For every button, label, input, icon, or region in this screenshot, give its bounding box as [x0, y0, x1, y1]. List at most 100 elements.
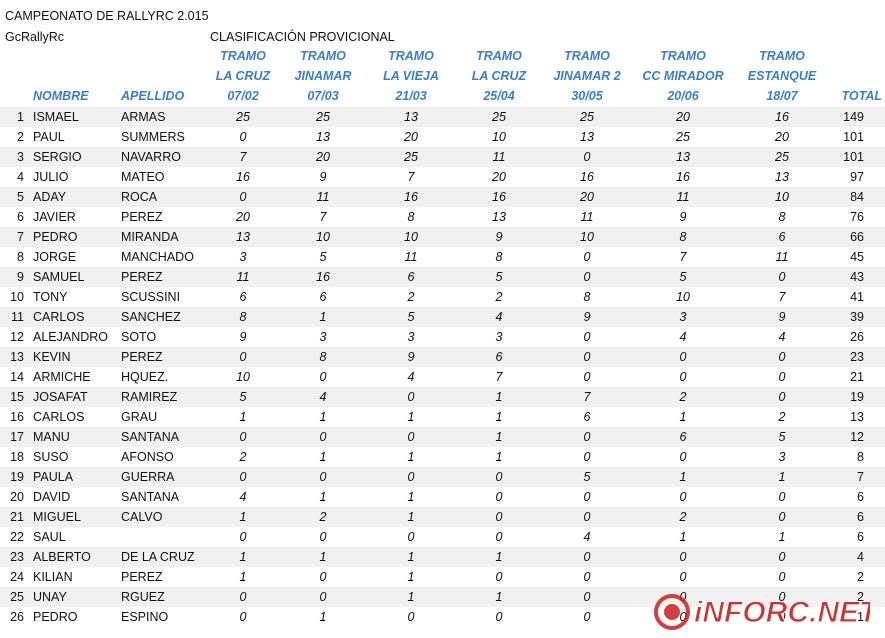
stage-score-cell: 3 [495, 330, 503, 344]
total-points-cell: 101 [843, 150, 864, 164]
total-points-cell: 45 [850, 250, 864, 264]
stage-score-cell: 11 [580, 210, 594, 224]
stage-score-cell: 20 [236, 210, 250, 224]
stage-score-cell: 3 [679, 310, 687, 324]
stage-score-cell: 1 [319, 490, 327, 504]
position-cell: 6 [17, 210, 24, 224]
table-row: 24 KILIAN PEREZ 1 0 1 0 0 0 0 2 [0, 567, 885, 587]
stage-header-line: TRAMO [388, 49, 434, 63]
stage-score-cell: 1 [239, 510, 247, 524]
stage-score-cell: 0 [778, 570, 786, 584]
stage-score-cell: 1 [407, 450, 415, 464]
stage-score-cell: 6 [319, 290, 327, 304]
stage-header-line: TRAMO [564, 49, 610, 63]
stage-score-cell: 0 [319, 370, 327, 384]
column-header-total-label: TOTAL [841, 89, 882, 103]
stage-score-cell: 10 [580, 230, 594, 244]
stage-score-cell: 9 [407, 350, 415, 364]
total-points-cell: 97 [850, 170, 864, 184]
stage-score-cell: 0 [239, 190, 247, 204]
position-cell: 19 [10, 470, 24, 484]
stage-score-cell: 8 [679, 230, 687, 244]
column-header-nombre-label: NOMBRE [33, 89, 89, 103]
table-row: 1 ISMAEL ARMAS 25 25 13 25 25 20 16 149 [0, 107, 885, 127]
stage-score-cell: 8 [583, 290, 591, 304]
total-points-cell: 7 [857, 470, 864, 484]
stage-score-cell: 6 [679, 430, 687, 444]
stage-score-cell: 16 [775, 110, 789, 124]
driver-surname-cell: GRAU [121, 410, 158, 424]
stage-score-cell: 0 [583, 350, 591, 364]
driver-surname-cell: PEREZ [121, 270, 163, 284]
stage-score-cell: 4 [495, 310, 503, 324]
stage-score-cell: 1 [778, 470, 786, 484]
stage-header-line: LA CRUZ [215, 69, 271, 83]
stage-score-cell: 0 [319, 570, 327, 584]
table-row: 18 SUSO AFONSO 2 1 1 1 0 0 3 8 [0, 447, 885, 467]
page-title: CAMPEONATO DE RALLYRC 2.015 [5, 9, 209, 23]
position-cell: 18 [10, 450, 24, 464]
stage-score-cell: 4 [239, 490, 247, 504]
driver-surname-cell: PEREZ [121, 570, 163, 584]
stage-score-cell: 7 [239, 150, 247, 164]
total-points-cell: 6 [857, 490, 864, 504]
stage-score-cell: 5 [583, 470, 591, 484]
stage-score-cell: 0 [495, 610, 503, 624]
stage-score-cell: 1 [495, 390, 503, 404]
stage-header-line: TRAMO [220, 49, 266, 63]
stage-score-cell: 11 [236, 270, 250, 284]
column-header-stage-2: TRAMO JINAMAR 07/03 [273, 48, 373, 106]
stage-score-cell: 5 [495, 270, 503, 284]
stage-score-cell: 6 [583, 410, 591, 424]
driver-name-cell: KILIAN [33, 570, 73, 584]
stage-score-cell: 0 [583, 510, 591, 524]
stage-score-cell: 4 [583, 530, 591, 544]
stage-score-cell: 0 [583, 550, 591, 564]
stage-score-cell: 25 [580, 110, 594, 124]
column-header-total: TOTAL [830, 48, 882, 106]
stage-header-line: LA CRUZ [471, 69, 527, 83]
stage-header-line: ESTANQUE [747, 69, 817, 83]
position-cell: 22 [10, 530, 24, 544]
driver-name-cell: ISMAEL [33, 110, 79, 124]
position-cell: 5 [17, 190, 24, 204]
table-row: 19 PAULA GUERRA 0 0 0 0 5 1 1 7 [0, 467, 885, 487]
stage-score-cell: 1 [407, 490, 415, 504]
column-header-apellido-label: APELLIDO [121, 89, 185, 103]
stage-score-cell: 20 [404, 130, 418, 144]
stage-score-cell: 9 [583, 310, 591, 324]
table-row: 9 SAMUEL PEREZ 11 16 6 5 0 5 0 43 [0, 267, 885, 287]
driver-name-cell: PAUL [33, 130, 65, 144]
stage-header-line: LA VIEJA [383, 69, 439, 83]
stage-score-cell: 0 [319, 590, 327, 604]
stage-score-cell: 3 [407, 330, 415, 344]
stage-score-cell: 0 [679, 590, 687, 604]
stage-score-cell: 4 [407, 370, 415, 384]
stage-score-cell: 0 [778, 270, 786, 284]
stage-score-cell: 3 [239, 250, 247, 264]
total-points-cell: 23 [850, 350, 864, 364]
stage-score-cell: 13 [316, 130, 330, 144]
driver-name-cell: SERGIO [33, 150, 82, 164]
position-cell: 20 [10, 490, 24, 504]
stage-score-cell: 0 [679, 350, 687, 364]
position-cell: 2 [17, 130, 24, 144]
driver-name-cell: TONY [33, 290, 68, 304]
stage-score-cell: 2 [679, 390, 687, 404]
stage-header-line: 18/07 [766, 89, 798, 103]
stage-score-cell: 1 [407, 510, 415, 524]
stage-score-cell: 16 [404, 190, 418, 204]
column-header-stage-5: TRAMO JINAMAR 2 30/05 [537, 48, 637, 106]
stage-score-cell: 1 [319, 450, 327, 464]
driver-name-cell: ALBERTO [33, 550, 91, 564]
stage-score-cell: 0 [407, 610, 415, 624]
driver-surname-cell: PEREZ [121, 210, 163, 224]
total-points-cell: 19 [850, 390, 864, 404]
stage-score-cell: 10 [236, 370, 250, 384]
driver-name-cell: CARLOS [33, 410, 85, 424]
stage-score-cell: 0 [583, 150, 591, 164]
stage-score-cell: 11 [316, 190, 330, 204]
column-header-stage-7: TRAMO ESTANQUE 18/07 [732, 48, 832, 106]
stage-header-line: TRAMO [660, 49, 706, 63]
stage-score-cell: 4 [778, 330, 786, 344]
